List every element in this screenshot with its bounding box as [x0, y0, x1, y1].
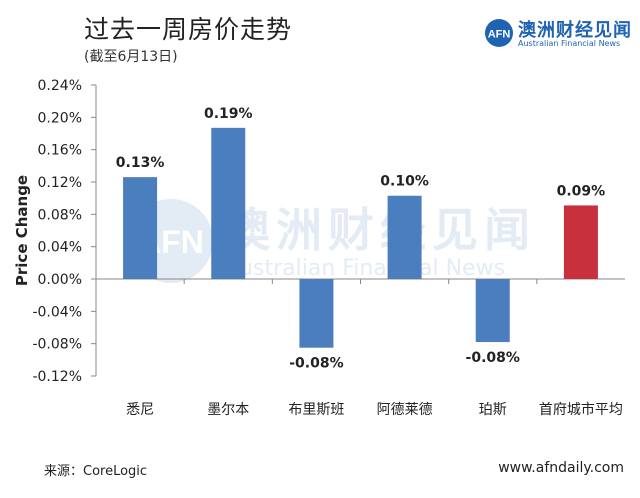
source-note: 来源：CoreLogic [44, 464, 148, 479]
chart-subtitle: (截至6月13日) [84, 49, 178, 65]
y-tick-label: -0.12% [32, 369, 82, 385]
website-link[interactable]: www.afndaily.com [498, 460, 624, 476]
brand-logo: AFN 澳洲财经见闻 Australian Financial News [484, 18, 634, 50]
bar [475, 279, 510, 343]
bar [563, 205, 598, 279]
bar [299, 279, 334, 348]
y-tick-label: 0.24% [38, 78, 82, 94]
y-tick-label: 0.20% [38, 110, 82, 126]
category-label: 悉尼 [126, 402, 154, 418]
y-tick-label: 0.08% [38, 207, 82, 223]
logo-name-cn: 澳洲财经见闻 [518, 20, 632, 41]
category-label: 首府城市平均 [539, 401, 623, 418]
afn-logo-icon: AFN [485, 19, 513, 47]
y-tick-label: -0.04% [32, 304, 82, 320]
data-label: -0.08% [289, 356, 343, 372]
logo-mark-text: AFN [488, 29, 511, 41]
chart-title: 过去一周房价走势 [84, 15, 293, 44]
data-label: 0.13% [116, 155, 165, 171]
data-label: -0.08% [466, 350, 520, 366]
bar [123, 177, 158, 279]
y-tick-label: 0.00% [38, 272, 82, 288]
category-label: 阿德莱德 [377, 402, 433, 418]
bar [211, 127, 246, 279]
y-tick-label: 0.04% [38, 240, 82, 256]
category-label: 布里斯班 [288, 402, 344, 418]
y-tick-label: 0.16% [38, 143, 82, 159]
data-label: 0.10% [380, 174, 429, 190]
y-tick-label: 0.12% [38, 175, 82, 191]
logo-name-en: Australian Financial News [518, 39, 621, 48]
y-axis-title: Price Change [13, 175, 31, 286]
category-label: 珀斯 [479, 402, 507, 418]
data-label: 0.09% [557, 183, 606, 199]
bar [387, 195, 422, 279]
data-label: 0.19% [204, 106, 253, 122]
y-tick-label: -0.08% [32, 337, 82, 353]
category-label: 墨尔本 [207, 402, 249, 418]
